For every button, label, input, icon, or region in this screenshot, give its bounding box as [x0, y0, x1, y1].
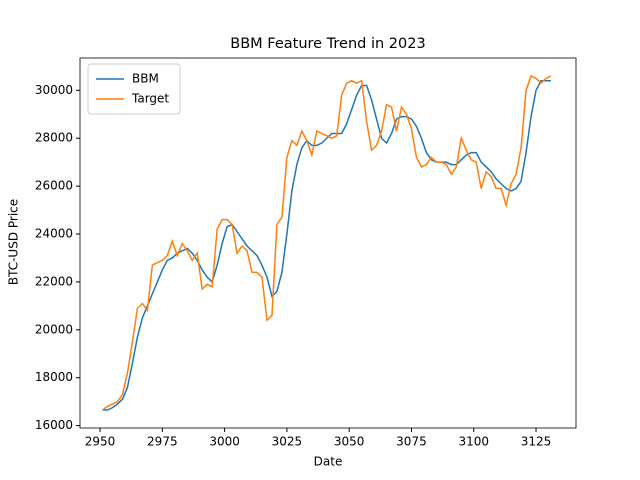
y-tick-label: 20000 — [35, 322, 73, 336]
x-tick-label: 2975 — [147, 435, 178, 449]
legend-box — [87, 63, 181, 115]
y-tick-label: 30000 — [35, 83, 73, 97]
y-tick-label: 26000 — [35, 179, 73, 193]
y-tick-label: 24000 — [35, 227, 73, 241]
y-axis-label: BTC-USD Price — [7, 199, 21, 285]
x-tick-label: 3125 — [521, 435, 552, 449]
x-tick-label: 3100 — [458, 435, 489, 449]
y-tick-label: 16000 — [35, 418, 73, 432]
chart-title: BBM Feature Trend in 2023 — [230, 36, 425, 52]
series-line — [102, 80, 551, 411]
x-tick-label: 3075 — [396, 435, 427, 449]
plot-frame — [79, 57, 577, 429]
x-axis-label: Date — [314, 455, 343, 469]
x-tick-label: 3000 — [209, 435, 240, 449]
x-tick-label: 3025 — [272, 435, 303, 449]
series-line — [102, 74, 552, 411]
y-tick-label: 18000 — [35, 370, 73, 384]
y-tick-label: 28000 — [35, 131, 73, 145]
legend-label: Target — [131, 92, 169, 106]
x-tick-label: 3050 — [334, 435, 365, 449]
legend-label: BBM — [132, 72, 159, 86]
y-tick-label: 22000 — [35, 274, 73, 288]
x-tick-label: 2950 — [85, 435, 116, 449]
